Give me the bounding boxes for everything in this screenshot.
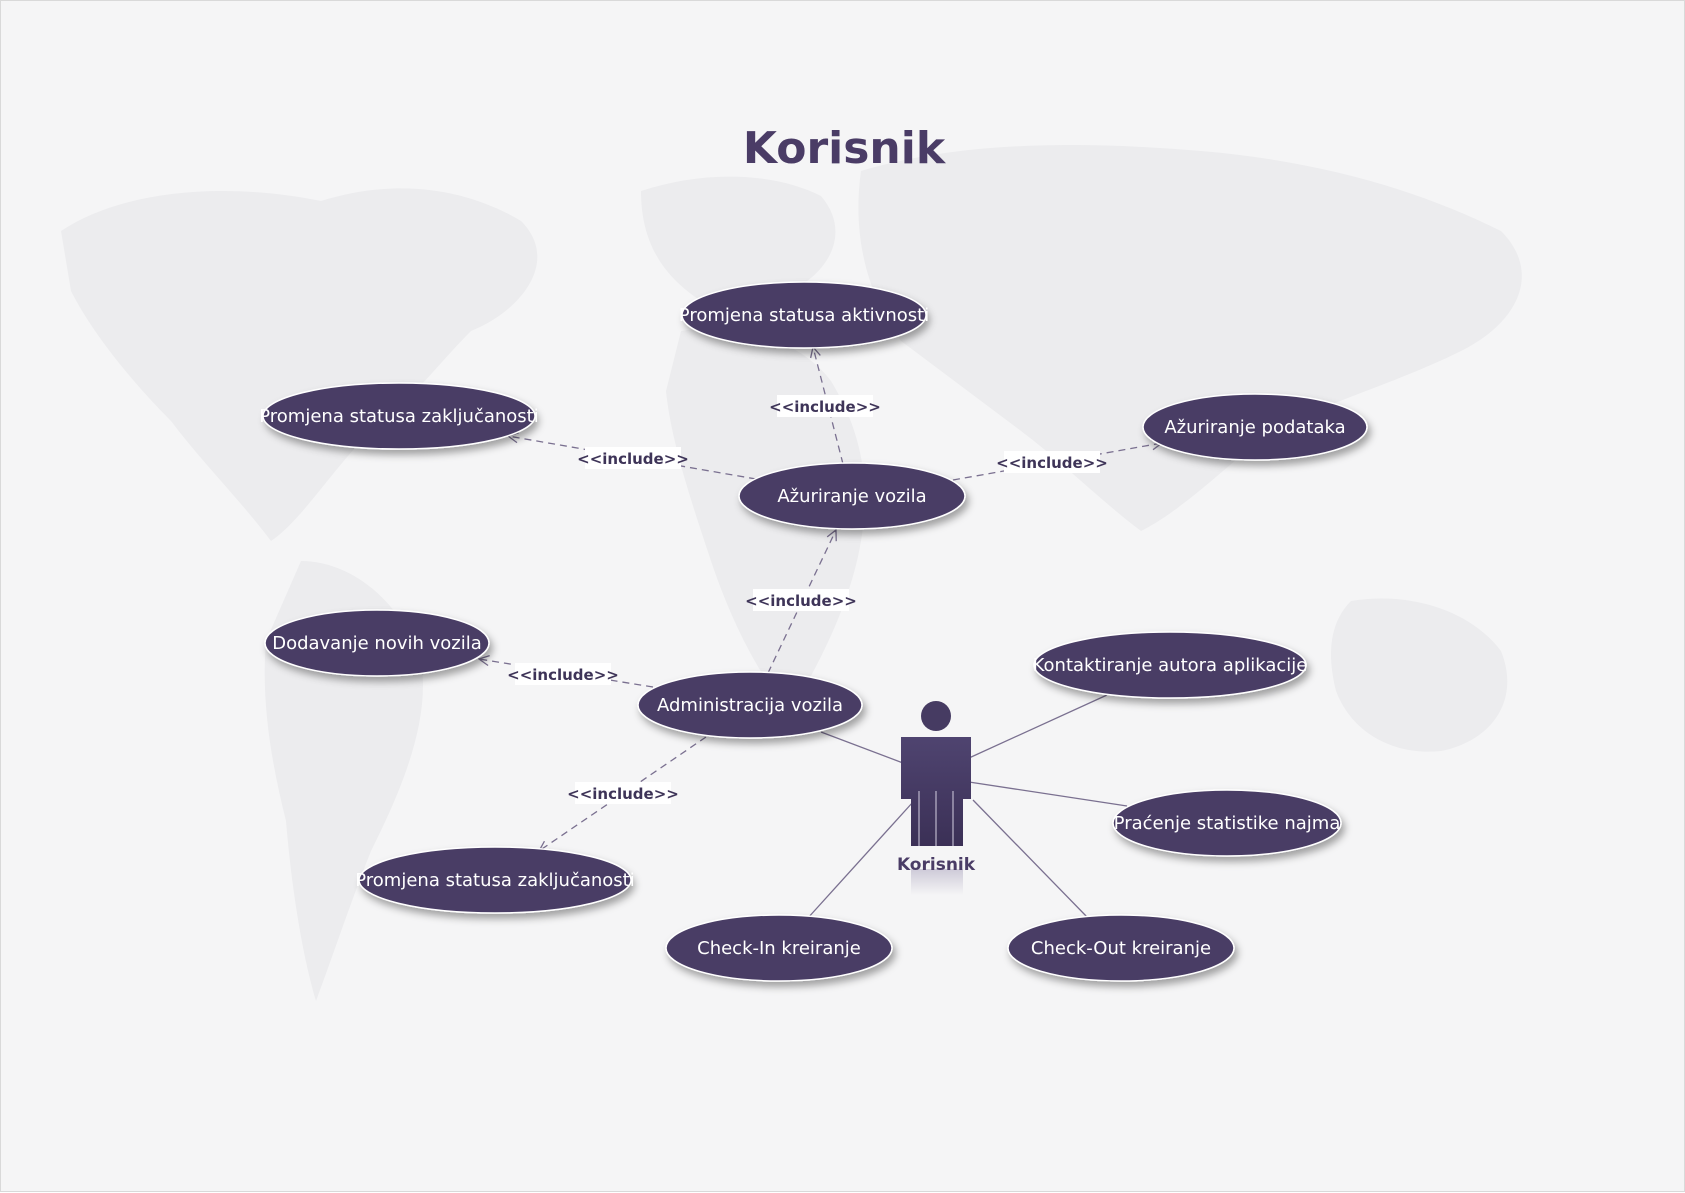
include-label-bg [1004,451,1100,473]
use-case-promjena-statusa-zakljucanosti-top[interactable]: Promjena statusa zaključanosti [259,382,539,450]
use-case-label: Kontaktiranje autora aplikacije [1033,655,1308,676]
use-case-label: Administracija vozila [657,695,843,716]
use-case-label: Dodavanje novih vozila [272,633,482,654]
use-case-check-in[interactable]: Check-In kreiranje [665,914,893,982]
actor-korisnik[interactable]: Korisnik [897,701,976,895]
use-case-promjena-statusa-aktivnosti[interactable]: Promjena statusa aktivnosti [679,281,929,349]
use-case-label: Ažuriranje podataka [1164,417,1345,438]
actor-icon [901,701,971,895]
use-case-promjena-statusa-zakljucanosti-bottom[interactable]: Promjena statusa zaključanosti [355,846,635,914]
world-map-background [61,145,1522,1001]
use-case-administracija-vozila[interactable]: Administracija vozila [637,671,863,739]
use-case-check-out[interactable]: Check-Out kreiranje [1007,914,1235,982]
include-label-aktivnosti: <<include>> [769,398,881,416]
include-label-bg [777,395,873,417]
include-label-bg [585,447,681,469]
use-cases: Promjena statusa aktivnosti Promjena sta… [259,281,1368,982]
use-case-azuriranje-podataka[interactable]: Ažuriranje podataka [1142,393,1368,461]
include-label-azuriranje-vozila: <<include>> [745,592,857,610]
include-label-bg [753,589,849,611]
use-case-label: Check-Out kreiranje [1031,938,1211,959]
use-case-label: Promjena statusa zaključanosti [355,870,634,891]
use-case-azuriranje-vozila[interactable]: Ažuriranje vozila [738,462,966,530]
use-case-pracenje-statistike[interactable]: Praćenje statistike najma [1112,789,1342,857]
include-label-bg [515,663,611,685]
include-label-zakljucanosti-2: <<include>> [567,785,679,803]
association-pracenje [968,781,1128,807]
actor-label: Korisnik [897,855,976,875]
association-administracija [820,731,904,764]
include-arrow-azuriranje-vozila [767,530,836,674]
associations [806,694,1128,920]
association-kontaktiranje [968,694,1108,759]
include-label-zakljucanosti-1: <<include>> [577,450,689,468]
use-case-label: Promjena statusa zaključanosti [259,406,538,427]
use-case-label: Ažuriranje vozila [777,486,926,507]
use-case-kontaktiranje-autora[interactable]: Kontaktiranje autora aplikacije [1033,631,1308,699]
include-labels: <<include>> <<include>> <<include>> <<in… [507,395,1108,804]
diagram-title: Korisnik [743,123,947,174]
use-case-dodavanje-novih-vozila[interactable]: Dodavanje novih vozila [264,609,490,677]
include-label-dodavanje: <<include>> [507,666,619,684]
include-label-bg [575,782,671,804]
association-check-out [972,799,1090,920]
association-check-in [806,801,914,920]
use-case-label: Check-In kreiranje [697,938,861,959]
use-case-label: Praćenje statistike najma [1114,813,1341,834]
include-label-podataka: <<include>> [996,454,1108,472]
use-case-label: Promjena statusa aktivnosti [679,305,929,326]
